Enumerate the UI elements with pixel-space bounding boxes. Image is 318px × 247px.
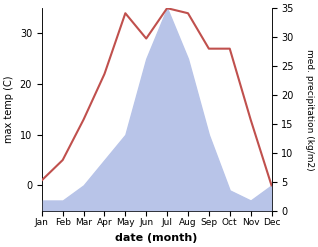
Y-axis label: med. precipitation (kg/m2): med. precipitation (kg/m2) bbox=[305, 49, 314, 170]
Y-axis label: max temp (C): max temp (C) bbox=[4, 76, 14, 143]
X-axis label: date (month): date (month) bbox=[115, 233, 198, 243]
